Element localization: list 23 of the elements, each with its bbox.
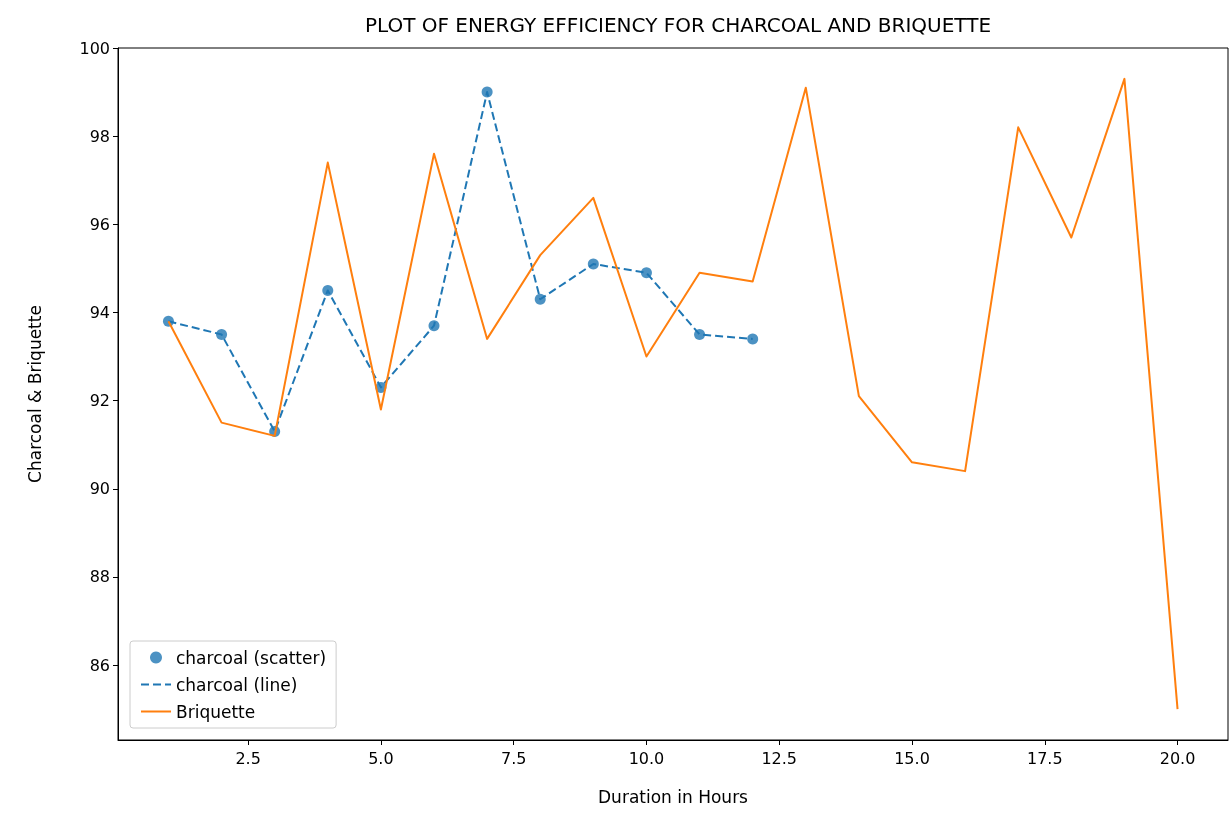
point (747, 333, 759, 345)
x-tick-label: 10.0 (628, 748, 665, 768)
x-tick-label: 12.5 (761, 748, 798, 768)
x-tick-label: 17.5 (1026, 748, 1063, 768)
y-tick-label: 92 (89, 391, 110, 411)
y-tick-label: 94 (89, 302, 110, 322)
x-tick-label: 15.0 (894, 748, 930, 768)
legend-label: Briquette (176, 701, 256, 722)
chart-title: PLOT OF ENERGY EFFICIENCY FOR CHARCOAL AND BRIQUETTE (364, 13, 992, 37)
y-tick-label: 90 (89, 479, 110, 499)
y-tick-label: 86 (89, 655, 110, 675)
x-tick-label: 20.0 (1159, 748, 1196, 768)
x-tick-label: 2.5 (235, 748, 261, 768)
y-tick-label: 98 (89, 126, 110, 146)
x-tick-label: 7.5 (500, 748, 527, 768)
y-tick-label: 88 (89, 567, 110, 587)
y-tick-label: 100 (79, 38, 110, 58)
y-tick-label: 96 (89, 214, 110, 234)
x-axis-title: Duration in Hours (598, 786, 749, 807)
x-tick-label: 5.0 (368, 748, 394, 768)
legend-label: charcoal (scatter) (176, 647, 327, 668)
y-axis-title: Charcoal & Briquette (24, 305, 45, 483)
legend-label: charcoal (line) (176, 674, 298, 695)
